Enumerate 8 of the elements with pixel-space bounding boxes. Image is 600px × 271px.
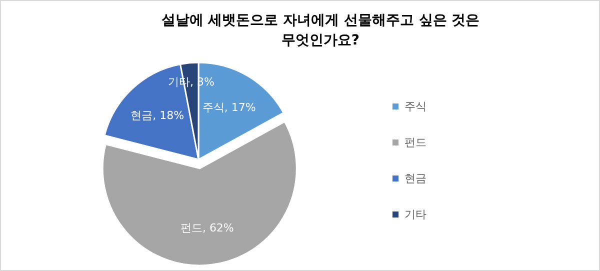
legend-label: 현금 <box>404 172 426 185</box>
chart-title: 설날에 세뱃돈으로 자녀에게 선물해주고 싶은 것은 무엇인가요? <box>161 12 480 48</box>
legend-label: 주식 <box>404 100 426 113</box>
data-label: 현금, 18% <box>130 109 184 122</box>
data-label: 펀드, 62% <box>180 222 234 235</box>
legend-label: 펀드 <box>404 136 426 149</box>
data-label: 주식, 17% <box>202 101 256 114</box>
legend-label: 기타 <box>404 208 426 221</box>
